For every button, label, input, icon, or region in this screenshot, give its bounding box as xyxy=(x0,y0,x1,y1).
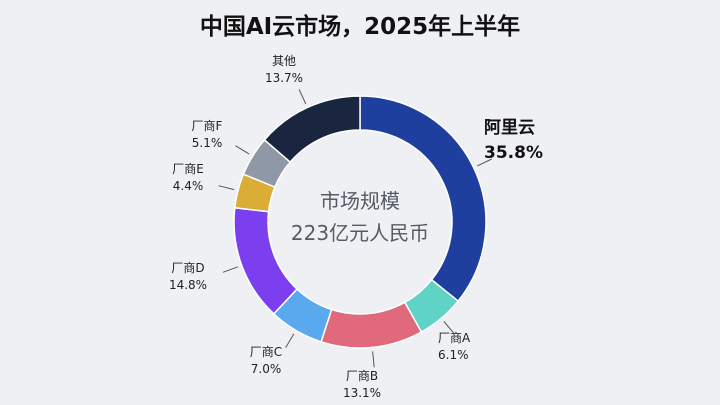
slice-labels: 阿里云 35.8% 厂商A 6.1% 厂商B 13.1% 厂商C 7.0% 厂商D 14.8% 厂商… xyxy=(169,54,543,400)
slice-label-pct-2: 6.1% xyxy=(438,348,469,362)
slice-label-name-2: 厂商A xyxy=(438,330,471,345)
slice-5 xyxy=(233,206,299,315)
leader-line-4 xyxy=(285,333,295,348)
slice-label-name-7: 厂商F xyxy=(192,118,223,133)
leader-line-3 xyxy=(372,351,375,368)
slice-label-pct-1: 35.8% xyxy=(484,143,543,163)
donut-slices xyxy=(233,95,487,349)
slice-label-name-3: 厂商B xyxy=(346,368,378,383)
slice-label-name-6: 厂商E xyxy=(172,161,204,176)
slice-label-pct-3: 13.1% xyxy=(343,386,381,400)
slice-label-name-4: 厂商C xyxy=(250,344,282,359)
slice-label-pct-8: 13.7% xyxy=(265,71,303,85)
label-leaders xyxy=(218,89,492,368)
slice-label-name-5: 厂商D xyxy=(171,260,204,275)
center-label-line1: 市场规模 xyxy=(320,189,400,213)
center-label-line2: 223亿元人民币 xyxy=(291,221,429,245)
slice-8 xyxy=(263,95,361,164)
slice-3 xyxy=(320,301,423,349)
leader-line-8 xyxy=(298,89,307,105)
slice-label-pct-5: 14.8% xyxy=(169,278,207,292)
slice-label-pct-4: 7.0% xyxy=(251,362,282,376)
slice-label-pct-7: 5.1% xyxy=(192,136,223,150)
chart-title: 中国AI云市场，2025年上半年 xyxy=(200,13,520,40)
leader-line-2 xyxy=(443,321,455,334)
leader-line-6 xyxy=(218,185,235,191)
slice-label-name-1: 阿里云 xyxy=(484,118,535,138)
leader-line-1 xyxy=(477,158,492,167)
leader-line-7 xyxy=(235,145,250,155)
slice-label-name-8: 其他 xyxy=(272,54,296,68)
leader-line-5 xyxy=(222,266,239,273)
slice-1 xyxy=(359,95,487,303)
slice-label-pct-6: 4.4% xyxy=(173,179,204,193)
